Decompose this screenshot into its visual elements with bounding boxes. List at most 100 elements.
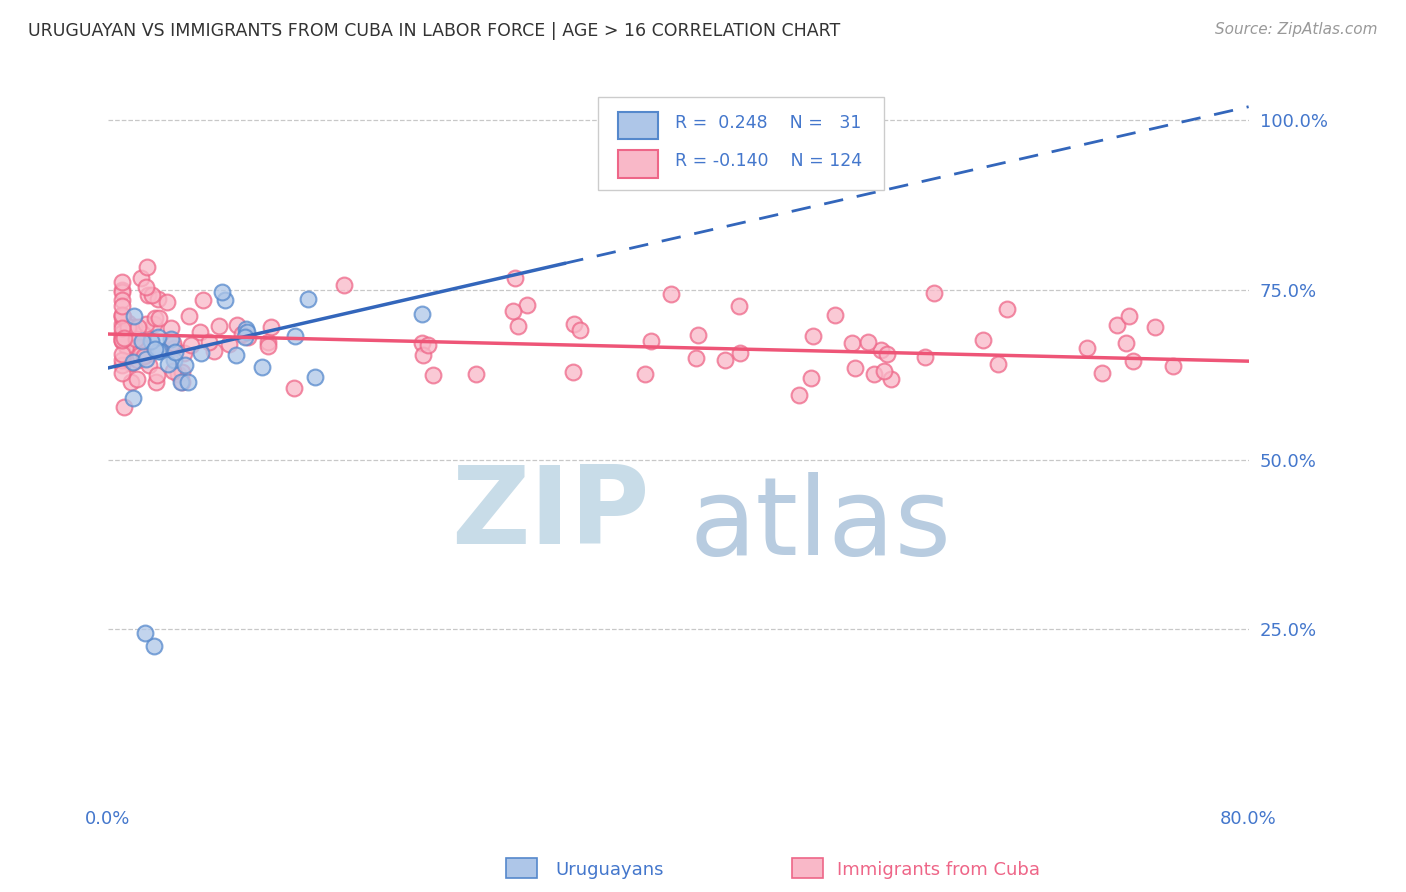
Point [841,335,863,350]
Point [118,319,141,334]
Point [134,625,156,640]
Point [111,358,134,372]
Point [1115,336,1137,351]
Point [111,334,134,348]
Point [972,333,994,347]
Point [1076,341,1098,355]
Point [179,309,201,323]
Point [145,375,167,389]
Point [233,330,256,344]
Point [146,344,169,359]
Point [143,310,166,325]
Point [177,376,200,390]
Point [640,334,662,348]
Point [120,356,142,370]
Point [167,367,190,381]
Point [149,344,172,359]
Point [412,348,434,362]
Text: R =  0.248    N =   31: R = 0.248 N = 31 [675,114,862,132]
Text: Source: ZipAtlas.com: Source: ZipAtlas.com [1215,22,1378,37]
Point [112,331,135,345]
Point [170,365,193,379]
Point [505,271,527,285]
FancyBboxPatch shape [599,97,883,190]
Point [122,355,145,369]
Point [111,310,134,324]
Point [159,333,181,347]
Point [112,400,135,414]
Point [146,330,169,344]
Text: ZIP: ZIP [451,461,650,566]
Point [214,293,236,307]
Point [111,353,134,368]
Point [1090,366,1112,380]
Point [995,301,1018,316]
Point [283,380,305,394]
Point [208,318,231,333]
Point [115,339,138,353]
Point [111,299,134,313]
Point [146,368,169,382]
Point [1118,309,1140,323]
Point [122,320,145,334]
Point [411,335,433,350]
Point [163,341,186,355]
Point [129,340,152,354]
Point [686,327,709,342]
Point [135,318,157,332]
Point [111,326,134,340]
Point [211,285,233,299]
Point [165,345,187,359]
Point [132,326,155,341]
Point [111,347,134,361]
Point [143,342,166,356]
Point [157,358,180,372]
Point [1161,359,1184,373]
Point [112,310,135,324]
Point [111,334,134,349]
Point [1105,318,1128,332]
Point [824,308,846,322]
Point [863,368,886,382]
Point [800,371,823,385]
Point [787,388,810,402]
Point [235,322,257,336]
Point [141,288,163,302]
Point [914,350,936,364]
Point [111,285,134,300]
Point [122,391,145,405]
Point [197,334,219,349]
Point [135,260,157,275]
Point [111,275,134,289]
Point [132,349,155,363]
Point [125,332,148,346]
Point [250,360,273,375]
Point [297,293,319,307]
Point [125,372,148,386]
Point [873,364,896,378]
Point [284,329,307,343]
Point [332,277,354,292]
Point [127,319,149,334]
Point [225,348,247,362]
Point [659,286,682,301]
Text: Immigrants from Cuba: Immigrants from Cuba [837,861,1039,879]
Point [135,352,157,367]
Point [562,317,585,331]
Point [173,345,195,359]
Point [163,352,186,367]
Point [111,330,134,344]
Point [231,326,253,341]
Point [685,351,707,365]
Point [111,333,134,347]
Point [411,307,433,321]
Point [111,308,134,322]
Point [111,283,134,297]
Point [728,345,751,359]
Point [569,323,592,337]
Point [924,286,946,301]
Point [856,334,879,349]
Point [111,317,134,331]
Point [136,346,159,360]
Point [225,318,247,332]
